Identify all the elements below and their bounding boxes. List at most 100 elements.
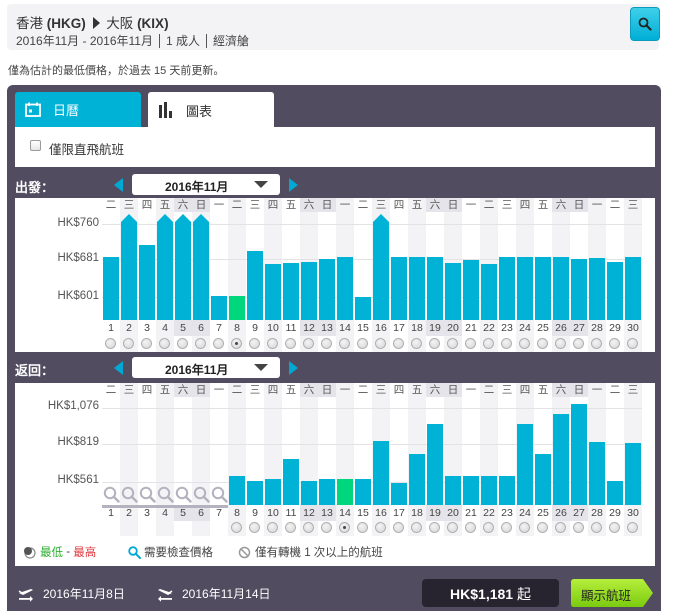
select-day-radio[interactable] — [465, 522, 476, 533]
select-day-radio[interactable] — [483, 522, 494, 533]
select-day-radio[interactable] — [609, 522, 620, 533]
price-bar[interactable] — [517, 257, 533, 320]
price-bar[interactable] — [427, 423, 443, 505]
direct-only-checkbox[interactable] — [30, 140, 41, 151]
select-day-radio[interactable] — [141, 338, 152, 349]
select-day-radio[interactable] — [231, 338, 242, 349]
select-day-radio[interactable] — [231, 522, 242, 533]
show-flights-button[interactable]: 顯示航班 — [571, 579, 653, 607]
price-bar[interactable] — [571, 404, 587, 505]
price-bar[interactable] — [193, 214, 209, 320]
tab-calendar[interactable]: 日曆 — [15, 92, 141, 127]
select-day-radio[interactable] — [213, 338, 224, 349]
departure-prev-month-button[interactable] — [114, 178, 123, 192]
select-day-radio[interactable] — [195, 338, 206, 349]
select-day-radio[interactable] — [303, 522, 314, 533]
price-bar[interactable] — [517, 423, 533, 505]
price-bar[interactable] — [229, 476, 245, 505]
select-day-radio[interactable] — [321, 338, 332, 349]
select-day-radio[interactable] — [375, 338, 386, 349]
price-bar[interactable] — [463, 476, 479, 505]
select-day-radio[interactable] — [411, 522, 422, 533]
price-bar[interactable] — [499, 257, 515, 320]
check-price-icon[interactable] — [211, 486, 228, 503]
check-price-icon[interactable] — [157, 486, 174, 503]
select-day-radio[interactable] — [429, 522, 440, 533]
price-bar[interactable] — [283, 262, 299, 320]
select-day-radio[interactable] — [537, 338, 548, 349]
price-bar[interactable] — [283, 458, 299, 505]
select-day-radio[interactable] — [519, 338, 530, 349]
check-price-icon[interactable] — [103, 486, 120, 503]
select-day-radio[interactable] — [627, 522, 638, 533]
price-bar[interactable] — [103, 257, 119, 320]
select-day-radio[interactable] — [267, 522, 278, 533]
price-bar[interactable] — [553, 257, 569, 320]
price-bar[interactable] — [373, 440, 389, 505]
select-day-radio[interactable] — [537, 522, 548, 533]
select-day-radio[interactable] — [591, 338, 602, 349]
price-bar[interactable] — [121, 214, 137, 320]
price-bar[interactable] — [607, 481, 623, 505]
select-day-radio[interactable] — [159, 338, 170, 349]
select-day-radio[interactable] — [447, 522, 458, 533]
check-price-icon[interactable] — [175, 486, 192, 503]
select-day-radio[interactable] — [627, 338, 638, 349]
price-bar[interactable] — [427, 257, 443, 320]
price-bar[interactable] — [589, 441, 605, 505]
departure-month-select[interactable]: 2016年11月 — [132, 174, 280, 195]
select-day-radio[interactable] — [105, 338, 116, 349]
select-day-radio[interactable] — [339, 522, 350, 533]
price-bar[interactable] — [319, 259, 335, 320]
price-bar[interactable] — [409, 453, 425, 505]
select-day-radio[interactable] — [519, 522, 530, 533]
price-bar[interactable] — [589, 258, 605, 320]
select-day-radio[interactable] — [177, 338, 188, 349]
select-day-radio[interactable] — [429, 338, 440, 349]
price-bar[interactable] — [337, 257, 353, 320]
price-bar[interactable] — [391, 257, 407, 320]
edit-search-button[interactable] — [630, 7, 660, 41]
check-price-icon[interactable] — [193, 486, 210, 503]
price-bar[interactable] — [445, 262, 461, 320]
price-bar[interactable] — [445, 476, 461, 505]
select-day-radio[interactable] — [555, 338, 566, 349]
price-bar[interactable] — [571, 259, 587, 320]
select-day-radio[interactable] — [465, 338, 476, 349]
price-bar[interactable] — [481, 476, 497, 505]
select-day-radio[interactable] — [591, 522, 602, 533]
price-bar[interactable] — [535, 453, 551, 505]
check-price-icon[interactable] — [139, 486, 156, 503]
select-day-radio[interactable] — [249, 522, 260, 533]
price-bar[interactable] — [391, 482, 407, 505]
return-next-month-button[interactable] — [289, 361, 298, 375]
select-day-radio[interactable] — [267, 338, 278, 349]
select-day-radio[interactable] — [123, 338, 134, 349]
price-bar[interactable] — [409, 257, 425, 320]
check-price-icon[interactable] — [121, 486, 138, 503]
price-bar[interactable] — [301, 261, 317, 320]
price-bar[interactable] — [247, 251, 263, 320]
select-day-radio[interactable] — [573, 338, 584, 349]
price-bar[interactable] — [625, 442, 641, 505]
price-bar[interactable] — [481, 263, 497, 320]
select-day-radio[interactable] — [609, 338, 620, 349]
return-prev-month-button[interactable] — [114, 361, 123, 375]
price-bar[interactable] — [373, 214, 389, 320]
price-bar[interactable] — [301, 481, 317, 505]
price-bar[interactable] — [319, 479, 335, 505]
price-bar[interactable] — [211, 296, 227, 320]
select-day-radio[interactable] — [285, 338, 296, 349]
price-bar[interactable] — [229, 296, 245, 320]
price-bar[interactable] — [463, 259, 479, 320]
return-month-select[interactable]: 2016年11月 — [132, 357, 280, 378]
select-day-radio[interactable] — [573, 522, 584, 533]
select-day-radio[interactable] — [249, 338, 260, 349]
price-bar[interactable] — [625, 257, 641, 320]
select-day-radio[interactable] — [393, 338, 404, 349]
price-bar[interactable] — [535, 257, 551, 320]
price-bar[interactable] — [175, 214, 191, 320]
select-day-radio[interactable] — [339, 338, 350, 349]
price-bar[interactable] — [607, 261, 623, 320]
price-bar[interactable] — [355, 479, 371, 505]
